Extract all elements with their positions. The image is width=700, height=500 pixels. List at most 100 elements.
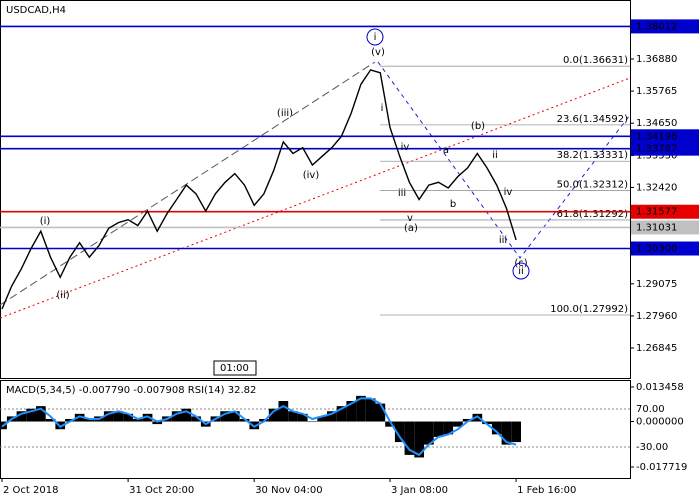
macd-bar xyxy=(142,413,153,422)
macd-bar xyxy=(45,418,56,422)
wave-label: (a) xyxy=(404,223,418,234)
y-tick-label: 1.33530 xyxy=(636,150,677,161)
fibo-label: 61.8(1.31292) xyxy=(557,209,629,220)
macd-bar xyxy=(103,411,114,422)
macd-bar xyxy=(249,421,260,430)
wave-label: (b) xyxy=(471,121,485,132)
wave-label: iii xyxy=(398,188,406,199)
fibo-label: 50.0(1.32312) xyxy=(557,180,629,191)
macd-bar xyxy=(453,421,463,427)
symbol-title: USDCAD,H4 xyxy=(6,5,66,16)
y2-tick-label: -30.00 xyxy=(636,442,668,453)
wave-label: iv xyxy=(504,187,513,198)
cursor-box xyxy=(213,360,257,376)
macd-bar xyxy=(424,421,434,445)
level-box xyxy=(631,204,699,219)
macd-bar xyxy=(317,416,327,422)
fibo-label: 100.0(1.27992) xyxy=(550,304,628,315)
macd-bar xyxy=(346,401,357,422)
projection-line xyxy=(377,61,631,259)
indicator-frame xyxy=(0,380,631,479)
wave-label: ii xyxy=(518,266,524,277)
macd-bar xyxy=(365,398,376,422)
macd-bar xyxy=(288,411,298,422)
y-tick-label: 1.35765 xyxy=(636,86,677,97)
y-tick-label: 1.26845 xyxy=(636,343,677,354)
fibo-label: 38.2(1.33331) xyxy=(557,150,629,161)
y-tick-label: 0.013458 xyxy=(636,382,684,393)
macd-bar xyxy=(491,421,502,435)
macd-bar xyxy=(181,408,192,422)
wave-label: i xyxy=(381,103,384,114)
x-tick-label: 31 Oct 20:00 xyxy=(129,485,194,496)
macd-bar xyxy=(482,421,492,425)
macd-bar xyxy=(404,421,415,455)
macd-bar xyxy=(123,413,133,422)
wave-label: iv xyxy=(401,142,410,153)
level-box xyxy=(631,241,699,256)
level-box xyxy=(631,19,699,34)
x-tick-label: 3 Jan 08:00 xyxy=(391,485,448,496)
macd-bar xyxy=(268,408,279,422)
fibo-label: 23.6(1.34592) xyxy=(557,114,629,125)
signal-line xyxy=(1,397,517,457)
y-tick-label: -0.017719 xyxy=(636,462,687,473)
y-tick-label: 1.29075 xyxy=(636,279,677,290)
macd-bar xyxy=(171,411,182,422)
macd-bar xyxy=(443,421,454,435)
y2-tick-label: 70.00 xyxy=(636,404,665,415)
level-box xyxy=(631,220,699,235)
level-label: 1.38012 xyxy=(636,21,677,32)
macd-bar xyxy=(385,421,395,427)
macd-bar xyxy=(65,418,75,422)
wave-label: a xyxy=(443,145,449,156)
y-tick-label: 1.27960 xyxy=(636,311,677,322)
macd-bar xyxy=(307,421,318,423)
price-line xyxy=(1,69,517,310)
macd-bar xyxy=(278,401,289,422)
level-label: 1.34196 xyxy=(636,131,677,142)
cursor-label: 01:00 xyxy=(220,363,249,374)
macd-bar xyxy=(230,411,240,422)
macd-bar xyxy=(36,406,46,422)
wave-circle xyxy=(366,28,384,46)
fibo-label: 0.0(1.36631) xyxy=(563,55,628,66)
macd-bar xyxy=(113,411,124,422)
macd-bar xyxy=(191,416,201,422)
macd-bar xyxy=(220,411,230,422)
macd-bar xyxy=(375,403,386,422)
wave-label: b xyxy=(450,199,456,210)
wave-label: (iii) xyxy=(277,108,293,119)
y-tick-label: 0.000000 xyxy=(636,417,684,428)
macd-bar xyxy=(297,413,308,422)
wave-label: (iv) xyxy=(303,170,320,181)
wave-label: i xyxy=(374,32,377,43)
macd-bar xyxy=(84,418,95,422)
y-tick-label: 1.32420 xyxy=(636,182,677,193)
macd-bar xyxy=(16,411,27,422)
macd-bar xyxy=(133,418,143,422)
wave-label: iii xyxy=(499,235,507,246)
wave-label: (ii) xyxy=(56,290,69,301)
wave-label: v xyxy=(407,213,413,224)
macd-bar xyxy=(433,421,444,437)
macd-bar xyxy=(152,421,163,425)
level-label: 1.31031 xyxy=(636,222,677,233)
macd-bar xyxy=(74,413,85,422)
macd-bar xyxy=(356,395,366,422)
macd-bar xyxy=(26,408,36,422)
indicator-label: MACD(5,34,5) -0.007790 -0.007908 RSI(14)… xyxy=(6,385,256,396)
level-box xyxy=(631,141,699,156)
macd-bar xyxy=(414,421,424,458)
level-label: 1.30300 xyxy=(636,244,677,255)
wave-label: (i) xyxy=(40,216,51,227)
level-label: 1.33767 xyxy=(636,144,677,155)
channel-line xyxy=(0,77,631,319)
wave-label: ii xyxy=(492,150,498,161)
wave-label: (v) xyxy=(371,47,385,58)
wave-circle xyxy=(512,262,530,280)
x-tick-label: 1 Feb 16:00 xyxy=(517,485,576,496)
price-frame xyxy=(0,0,631,379)
